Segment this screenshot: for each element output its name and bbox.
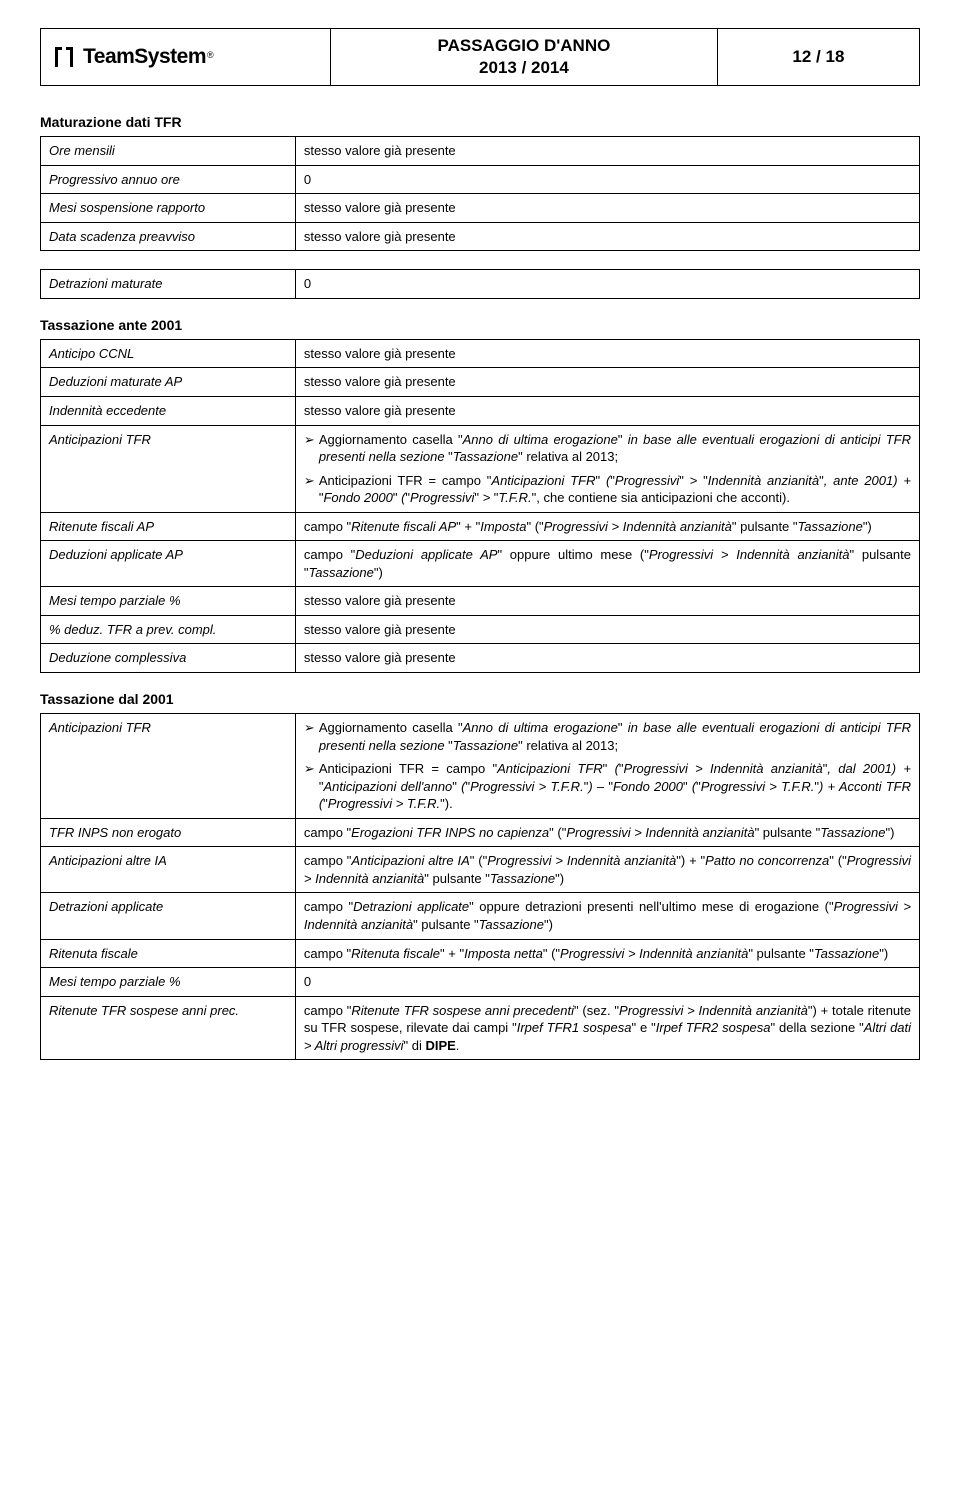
table-maturazione: Ore mensilistesso valore già presente Pr…	[40, 136, 920, 251]
bullet-text: Anticipazioni TFR = campo "Anticipazioni…	[319, 472, 911, 507]
row-label: Anticipazioni TFR	[41, 425, 296, 512]
row-label: Ore mensili	[41, 137, 296, 166]
table-detrazioni: Detrazioni maturate0	[40, 269, 920, 299]
section-heading-maturazione: Maturazione dati TFR	[40, 114, 920, 130]
row-label: Mesi tempo parziale %	[41, 587, 296, 616]
table-tassazione-dal: Anticipazioni TFR ➢Aggiornamento casella…	[40, 713, 920, 1060]
logo-text: TeamSystem	[83, 45, 206, 68]
row-label: Anticipazioni altre IA	[41, 847, 296, 893]
row-value: campo "Ritenute TFR sospese anni precede…	[295, 996, 919, 1060]
row-value: stesso valore già presente	[295, 587, 919, 616]
row-value: campo "Anticipazioni altre IA" ("Progres…	[295, 847, 919, 893]
bullet-arrow-icon: ➢	[304, 719, 315, 737]
row-value: campo "Deduzioni applicate AP" oppure ul…	[295, 541, 919, 587]
page-header: TeamSystem® PASSAGGIO D'ANNO 2013 / 2014…	[40, 28, 920, 86]
row-label: Deduzioni maturate AP	[41, 368, 296, 397]
row-value: stesso valore già presente	[295, 137, 919, 166]
row-value: ➢Aggiornamento casella "Anno di ultima e…	[295, 425, 919, 512]
row-label: Mesi sospensione rapporto	[41, 194, 296, 223]
row-value: campo "Ritenute fiscali AP" + "Imposta" …	[295, 512, 919, 541]
row-label: Anticipazioni TFR	[41, 714, 296, 819]
row-label: Ritenute fiscali AP	[41, 512, 296, 541]
row-label: Ritenute TFR sospese anni prec.	[41, 996, 296, 1060]
teamsystem-logo-icon	[51, 44, 77, 70]
section-heading-tassazione-ante: Tassazione ante 2001	[40, 317, 920, 333]
row-value: stesso valore già presente	[295, 397, 919, 426]
row-value: 0	[295, 165, 919, 194]
title-line-1: PASSAGGIO D'ANNO	[341, 35, 707, 57]
bullet-text: Aggiornamento casella "Anno di ultima er…	[319, 719, 911, 754]
bullet-arrow-icon: ➢	[304, 472, 315, 490]
row-label: Anticipo CCNL	[41, 339, 296, 368]
logo-reg: ®	[207, 50, 214, 60]
row-label: Deduzione complessiva	[41, 644, 296, 673]
bullet-text: Aggiornamento casella "Anno di ultima er…	[319, 431, 911, 466]
row-label: Data scadenza preavviso	[41, 222, 296, 251]
row-value: ➢Aggiornamento casella "Anno di ultima e…	[295, 714, 919, 819]
bullet-text: Anticipazioni TFR = campo "Anticipazioni…	[319, 760, 911, 813]
row-value: campo "Ritenuta fiscale" + "Imposta nett…	[295, 939, 919, 968]
row-value: campo "Erogazioni TFR INPS no capienza" …	[295, 818, 919, 847]
row-value: stesso valore già presente	[295, 615, 919, 644]
row-label: Detrazioni maturate	[41, 270, 296, 299]
row-label: % deduz. TFR a prev. compl.	[41, 615, 296, 644]
row-value: stesso valore già presente	[295, 644, 919, 673]
row-label: Deduzioni applicate AP	[41, 541, 296, 587]
row-label: Progressivo annuo ore	[41, 165, 296, 194]
row-label: Detrazioni applicate	[41, 893, 296, 939]
row-value: 0	[295, 968, 919, 997]
row-value: 0	[295, 270, 919, 299]
row-label: Indennità eccedente	[41, 397, 296, 426]
row-value: stesso valore già presente	[295, 222, 919, 251]
row-value: stesso valore già presente	[295, 194, 919, 223]
logo-cell: TeamSystem®	[41, 29, 331, 86]
row-label: Ritenuta fiscale	[41, 939, 296, 968]
section-heading-tassazione-dal: Tassazione dal 2001	[40, 691, 920, 707]
table-tassazione-ante: Anticipo CCNLstesso valore già presente …	[40, 339, 920, 673]
row-value: campo "Detrazioni applicate" oppure detr…	[295, 893, 919, 939]
bullet-arrow-icon: ➢	[304, 431, 315, 449]
row-label: Mesi tempo parziale %	[41, 968, 296, 997]
header-title: PASSAGGIO D'ANNO 2013 / 2014	[331, 29, 718, 86]
title-line-2: 2013 / 2014	[341, 57, 707, 79]
row-label: TFR INPS non erogato	[41, 818, 296, 847]
page-number: 12 / 18	[717, 29, 919, 86]
bullet-arrow-icon: ➢	[304, 760, 315, 778]
row-value: stesso valore già presente	[295, 368, 919, 397]
row-value: stesso valore già presente	[295, 339, 919, 368]
